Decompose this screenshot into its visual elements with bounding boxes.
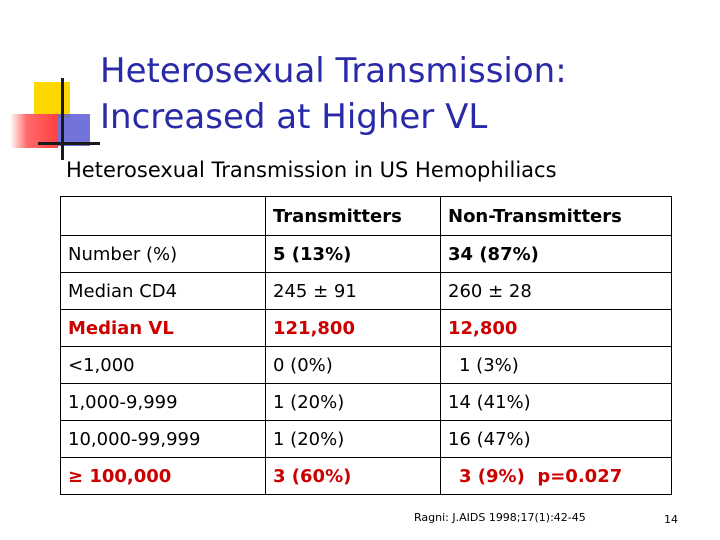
slide-subtitle: Heterosexual Transmission in US Hemophil…	[66, 158, 557, 182]
slide-title-line1: Heterosexual Transmission:	[100, 51, 567, 91]
non-transmitters-value: 14 (41%)	[440, 383, 672, 421]
table-row-highlight: Median VL 121,800 12,800	[60, 309, 672, 347]
transmitters-value: 1 (20%)	[265, 420, 441, 458]
transmitters-value: 245 ± 91	[265, 272, 441, 310]
table-row-highlight: ≥ 100,000 3 (60%) 3 (9%) p=0.027	[60, 457, 672, 495]
slide-logo	[0, 0, 110, 170]
row-label: Median VL	[60, 309, 266, 347]
table-row: 1,000-9,999 1 (20%) 14 (41%)	[60, 383, 672, 421]
transmitters-value: 1 (20%)	[265, 383, 441, 421]
table-row: <1,000 0 (0%) 1 (3%)	[60, 346, 672, 384]
horizontal-line-decoration	[38, 142, 100, 145]
table-row: Median CD4 245 ± 91 260 ± 28	[60, 272, 672, 310]
row-label: Median CD4	[60, 272, 266, 310]
table-row: Number (%) 5 (13%) 34 (87%)	[60, 235, 672, 273]
transmitters-value: 3 (60%)	[265, 457, 441, 495]
row-label: ≥ 100,000	[60, 457, 266, 495]
non-transmitters-value: 12,800	[440, 309, 672, 347]
non-transmitters-value: 34 (87%)	[440, 235, 672, 273]
transmitters-value: 121,800	[265, 309, 441, 347]
row-label: 10,000-99,999	[60, 420, 266, 458]
non-transmitters-value: 16 (47%)	[440, 420, 672, 458]
slide-title: Heterosexual Transmission: Increased at …	[100, 48, 700, 140]
transmitters-value: 5 (13%)	[265, 235, 441, 273]
table-header-row: Transmitters Non-Transmitters	[60, 196, 672, 236]
slide-title-line2: Increased at Higher VL	[100, 97, 488, 137]
non-transmitters-value: 260 ± 28	[440, 272, 672, 310]
citation: Ragni: J.AIDS 1998;17(1):42-45	[414, 511, 586, 524]
table-header-non-transmitters: Non-Transmitters	[440, 196, 672, 236]
transmitters-value: 0 (0%)	[265, 346, 441, 384]
row-label: Number (%)	[60, 235, 266, 273]
row-label: 1,000-9,999	[60, 383, 266, 421]
vertical-line-decoration	[61, 78, 64, 160]
table-row: 10,000-99,999 1 (20%) 16 (47%)	[60, 420, 672, 458]
non-transmitters-value: 1 (3%)	[440, 346, 672, 384]
non-transmitters-value: 3 (9%) p=0.027	[440, 457, 672, 495]
row-label: <1,000	[60, 346, 266, 384]
table-header-empty	[60, 196, 266, 236]
page-number: 14	[664, 513, 678, 526]
table-header-transmitters: Transmitters	[265, 196, 441, 236]
yellow-square-decoration	[34, 82, 70, 118]
transmission-table: Transmitters Non-Transmitters Number (%)…	[60, 196, 672, 495]
